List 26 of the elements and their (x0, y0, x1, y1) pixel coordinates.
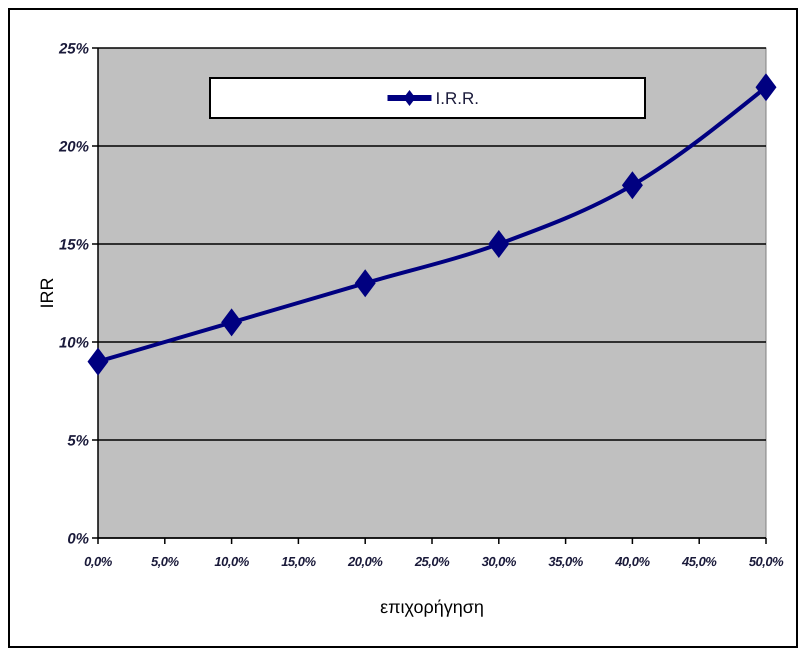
x-tick-label: 35,0% (548, 554, 584, 569)
point (622, 171, 643, 200)
x-axis-title: επιχορήγηση (380, 597, 484, 617)
y-tick-label: 5% (67, 432, 89, 450)
y-tick-label: 0% (67, 530, 89, 548)
x-tick-label: 25,0% (414, 554, 450, 569)
point (756, 73, 776, 102)
y-tick-label: 25% (58, 40, 89, 58)
point (354, 269, 376, 298)
point (88, 348, 108, 376)
x-tick-label: 10,0% (214, 554, 250, 569)
y-axis-title: IRR (37, 278, 57, 308)
x-tick-label: 15,0% (281, 554, 317, 569)
x-tick-label: 30,0% (482, 554, 517, 569)
legend-label: I.R.R. (436, 88, 479, 108)
x-tick-label: 40,0% (614, 554, 651, 569)
x-tick-label: 20,0% (347, 554, 384, 569)
x-tick-label: 50,0% (748, 554, 784, 569)
point (221, 308, 242, 336)
x-tick-label: 45,0% (681, 554, 718, 569)
y-tick-label: 15% (58, 236, 89, 254)
x-tick-label: 5,0% (150, 554, 180, 569)
point (488, 230, 510, 258)
y-tick-label: 10% (58, 334, 89, 352)
x-tick-label: 0,0% (84, 554, 113, 569)
y-tick-label: 20% (58, 138, 89, 156)
